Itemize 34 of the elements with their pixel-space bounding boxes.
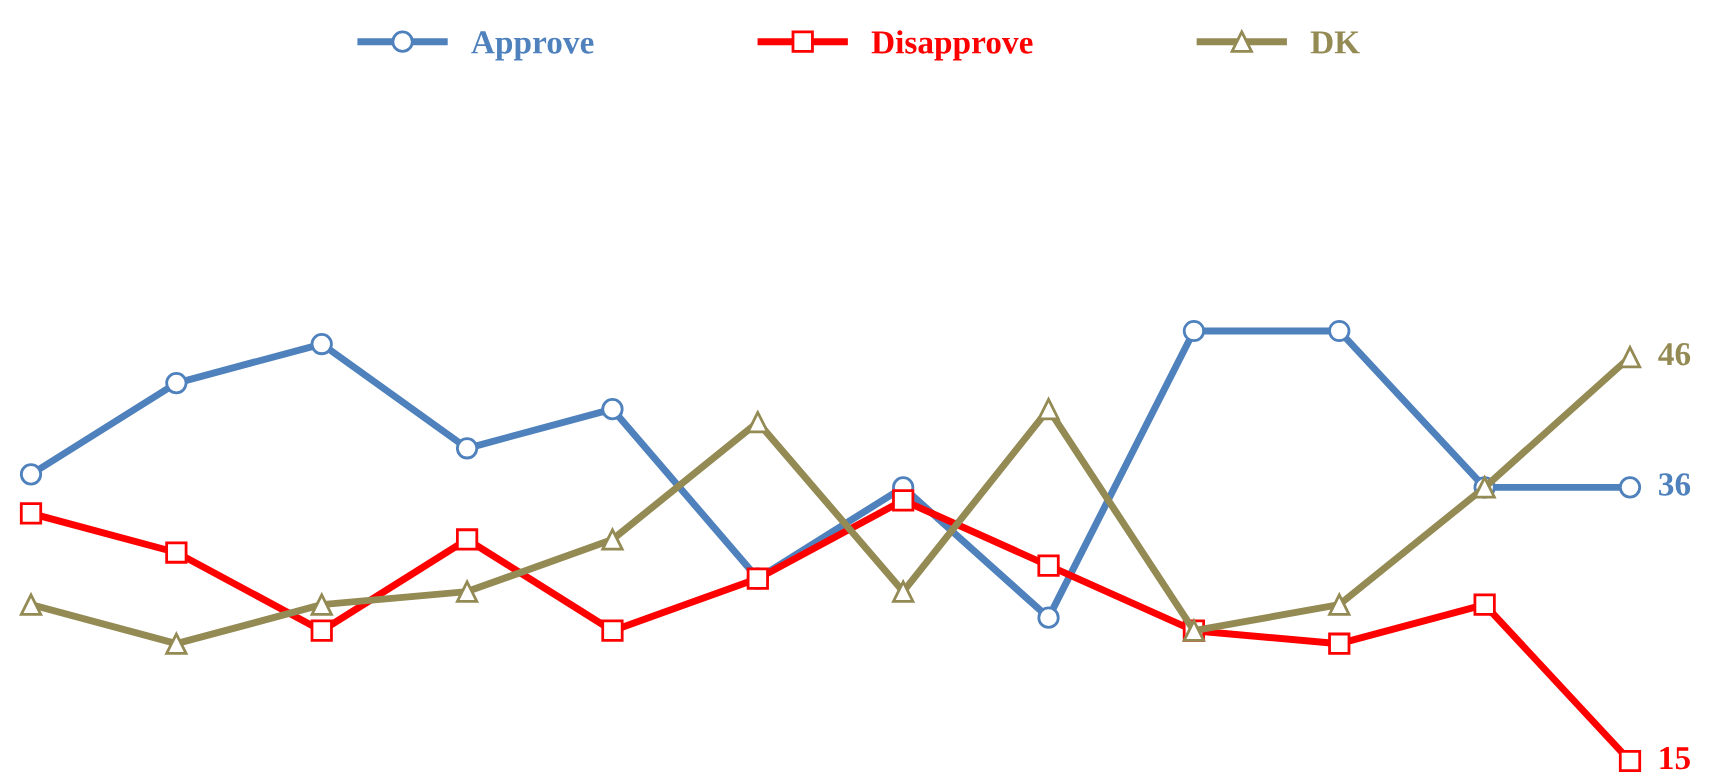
data-label: 46 xyxy=(1658,343,1691,366)
point xyxy=(746,411,769,434)
point xyxy=(1037,554,1060,577)
point xyxy=(455,580,479,603)
point xyxy=(19,502,43,525)
point xyxy=(310,593,333,616)
point xyxy=(892,580,915,603)
point xyxy=(1328,319,1351,343)
point xyxy=(455,528,479,551)
data-label: 15 xyxy=(1660,747,1690,770)
point xyxy=(310,332,333,356)
point xyxy=(19,463,43,486)
point xyxy=(19,593,43,616)
point xyxy=(1182,319,1206,343)
point xyxy=(165,541,188,564)
point xyxy=(1618,749,1642,773)
point xyxy=(601,398,624,421)
point xyxy=(1618,476,1642,499)
point xyxy=(1328,593,1351,616)
point xyxy=(1473,593,1496,616)
point xyxy=(455,437,479,460)
legend-label: Approve xyxy=(471,31,594,61)
point xyxy=(601,528,624,551)
point xyxy=(892,489,915,512)
legend-label: DK xyxy=(1310,31,1360,54)
point xyxy=(165,372,188,395)
data-label: 36 xyxy=(1659,473,1691,496)
point xyxy=(1328,632,1351,655)
point xyxy=(310,619,333,642)
legend-label: Disapprove xyxy=(871,30,1033,61)
point xyxy=(1037,398,1060,421)
point xyxy=(601,619,624,642)
point xyxy=(1037,606,1060,629)
point xyxy=(165,632,188,655)
